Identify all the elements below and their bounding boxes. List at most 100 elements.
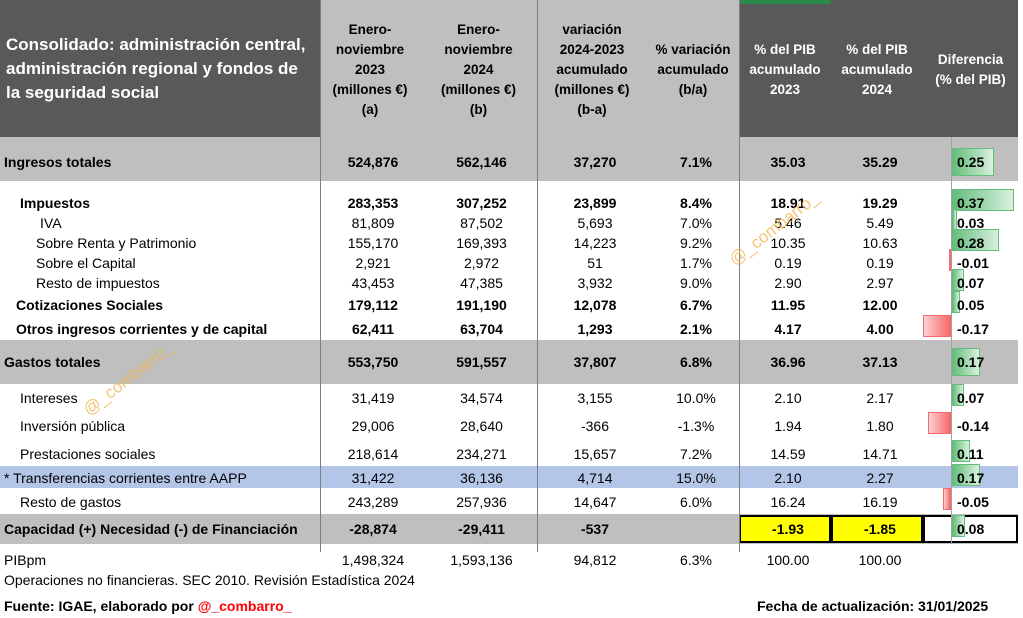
row-value: -537 bbox=[580, 521, 610, 537]
row-value: 2.1% bbox=[680, 321, 712, 337]
row-value: 14.71 bbox=[862, 446, 898, 462]
row-value: 562,146 bbox=[456, 154, 507, 170]
row-value: 8.4% bbox=[680, 195, 712, 211]
diff-value: 0.08 bbox=[957, 521, 985, 537]
diff-value: -0.05 bbox=[957, 494, 989, 510]
header-col1-line: noviembre bbox=[335, 42, 405, 57]
diff-axis-line bbox=[951, 137, 952, 544]
row-value: 14,647 bbox=[573, 494, 617, 510]
grid-line bbox=[739, 0, 740, 552]
row-label: Sobre el Capital bbox=[36, 255, 136, 271]
row-value: 47,385 bbox=[460, 275, 503, 291]
row-value: 18.91 bbox=[770, 195, 806, 211]
row-value: 1.7% bbox=[680, 255, 712, 271]
row-value: 1,498,324 bbox=[341, 552, 405, 568]
row-value: 283,353 bbox=[347, 195, 399, 211]
header-col-pct-cell bbox=[647, 0, 739, 137]
row-value: 169,393 bbox=[456, 235, 507, 251]
diff-data-bar bbox=[923, 315, 951, 337]
diff-data-bar bbox=[952, 189, 1014, 211]
row-label: Resto de gastos bbox=[20, 494, 122, 510]
row-label: Otros ingresos corrientes y de capital bbox=[16, 321, 268, 337]
row-value: 1.94 bbox=[774, 418, 802, 434]
diff-value: 0.03 bbox=[957, 215, 985, 231]
capacidad-pib23-highlight bbox=[739, 515, 831, 543]
row-value: 63,704 bbox=[460, 321, 503, 337]
row-value: 81,809 bbox=[351, 215, 395, 231]
header-col-pib23-cell bbox=[739, 0, 831, 137]
row-label: Cotizaciones Sociales bbox=[16, 297, 164, 313]
header-col2-line: noviembre bbox=[444, 42, 513, 57]
header-col-2023-cell bbox=[320, 0, 420, 137]
diff-value: -0.01 bbox=[957, 255, 989, 271]
header-col-diff-cell bbox=[923, 0, 1018, 137]
row-value: 10.35 bbox=[770, 235, 806, 251]
source-handle: @_combarro_ bbox=[197, 598, 292, 614]
header-col3-line: (millones €) bbox=[554, 82, 630, 97]
diff-value: 0.05 bbox=[957, 297, 985, 313]
row-label: Sobre Renta y Patrimonio bbox=[36, 235, 197, 251]
header-col3-line: acumulado bbox=[556, 62, 628, 77]
row-value: 51 bbox=[587, 255, 603, 271]
header-col3-line: 2024-2023 bbox=[559, 42, 625, 57]
footer-updated: Fecha de actualización: 31/01/2025 bbox=[757, 598, 989, 614]
row-value: 37.13 bbox=[862, 354, 898, 370]
row-value: 37,807 bbox=[573, 354, 617, 370]
row-value: 179,112 bbox=[348, 297, 398, 313]
diff-data-bar bbox=[952, 148, 994, 176]
row-value: 12,078 bbox=[573, 297, 617, 313]
row-value: 2.10 bbox=[774, 470, 802, 486]
row-value: 234,271 bbox=[456, 446, 507, 462]
header-col5-line: acumulado bbox=[749, 62, 821, 77]
capacidad-pib24-highlight bbox=[831, 515, 923, 543]
row-value: 5,693 bbox=[577, 215, 613, 231]
row-value: 19.29 bbox=[862, 195, 898, 211]
row-value: 257,936 bbox=[456, 494, 507, 510]
diff-data-bar bbox=[952, 464, 980, 486]
row-value: -29,411 bbox=[458, 521, 505, 537]
row-value: 100.00 bbox=[766, 552, 810, 568]
header-col2-line: (b) bbox=[469, 102, 488, 117]
row-value: 2.90 bbox=[774, 275, 802, 291]
row-value: 191,190 bbox=[456, 297, 507, 313]
footer-source: Fuente: IGAE, elaborado por @_combarro_ bbox=[4, 598, 291, 614]
row-value: 6.0% bbox=[680, 494, 712, 510]
row-value: 2,972 bbox=[463, 255, 500, 271]
header-col1-line: 2023 bbox=[354, 62, 386, 77]
row-value: 29,006 bbox=[351, 418, 395, 434]
header-title-cell: Consolidado: administración central, adm… bbox=[0, 0, 320, 137]
row-label: Capacidad (+) Necesidad (-) de Financiac… bbox=[4, 521, 298, 537]
diff-data-bar bbox=[952, 384, 964, 406]
band-transferencias bbox=[0, 466, 1018, 488]
row-label: Gastos totales bbox=[4, 354, 101, 370]
row-value: 7.2% bbox=[680, 446, 712, 462]
diff-value: -0.14 bbox=[957, 418, 989, 434]
header-col-variation-cell bbox=[537, 0, 647, 137]
row-value: 28,640 bbox=[460, 418, 503, 434]
row-value: 553,750 bbox=[347, 354, 399, 370]
header-col4-line: (b/a) bbox=[678, 82, 708, 97]
row-value: 4.00 bbox=[866, 321, 894, 337]
row-value: -28,874 bbox=[349, 521, 397, 537]
row-label: PIBpm bbox=[4, 552, 47, 568]
row-value: 524,876 bbox=[347, 154, 399, 170]
row-value: 1,293 bbox=[577, 321, 613, 337]
row-value: 15.0% bbox=[676, 470, 716, 486]
row-label: Prestaciones sociales bbox=[20, 446, 156, 462]
row-value: 591,557 bbox=[456, 354, 507, 370]
header-col1-line: (a) bbox=[361, 102, 379, 117]
row-value: -366 bbox=[580, 418, 610, 434]
header-col1-line: (millones €) bbox=[332, 82, 408, 97]
row-value: 218,614 bbox=[347, 446, 399, 462]
row-value: 4.17 bbox=[774, 321, 802, 337]
row-value: 11.95 bbox=[770, 297, 806, 313]
row-value: 62,411 bbox=[351, 321, 395, 337]
header-col2-line: 2024 bbox=[463, 62, 494, 77]
row-value: -1.85 bbox=[864, 521, 896, 537]
row-value: 1.80 bbox=[866, 418, 894, 434]
row-value: 2.10 bbox=[774, 390, 802, 406]
row-value: 36,136 bbox=[460, 470, 503, 486]
row-value: 1,593,136 bbox=[450, 552, 513, 568]
row-value: 87,502 bbox=[460, 215, 503, 231]
band-gastos bbox=[0, 340, 1018, 384]
